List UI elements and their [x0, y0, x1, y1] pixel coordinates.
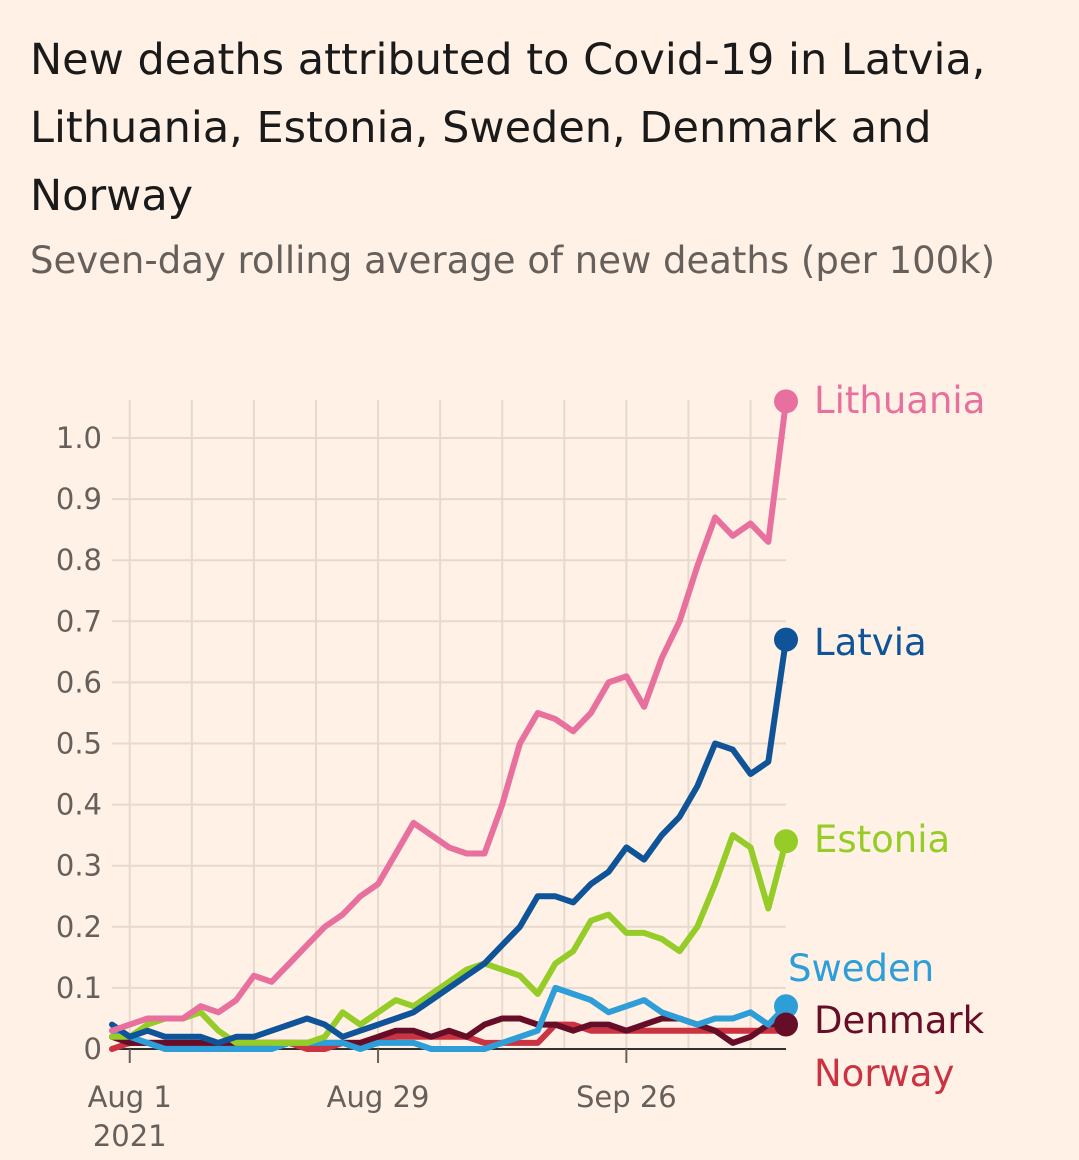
series-line-sweden: [109, 984, 789, 1052]
x-axis-ticks: Aug 1 2021 Aug 29 Sep 26: [88, 1049, 677, 1153]
y-tick-label: 0.9: [56, 482, 102, 516]
y-tick-label: 0: [84, 1032, 102, 1066]
end-dot-denmark: [774, 1012, 798, 1037]
end-dot-lithuania: [774, 389, 798, 414]
chart-title: New deaths attributed to Covid-19 in Lat…: [30, 35, 986, 221]
y-tick-label: 0.5: [56, 727, 102, 761]
x-tick-label: Aug 29: [327, 1080, 430, 1114]
y-tick-label: 0.7: [56, 604, 102, 638]
series-lines: [109, 398, 789, 1052]
y-tick-label: 0.1: [56, 971, 102, 1005]
x-tick-sublabel: 2021: [93, 1119, 167, 1153]
x-tick-label: Sep 26: [576, 1080, 677, 1114]
series-label-estonia: Estonia: [814, 818, 950, 861]
end-dot-latvia: [774, 627, 798, 652]
y-tick-label: 0.2: [56, 910, 102, 944]
y-tick-label: 0.8: [56, 543, 102, 577]
series-line-lithuania: [109, 398, 789, 1034]
end-dot-estonia: [774, 829, 798, 854]
gridlines: [112, 400, 786, 1050]
series-line-latvia: [109, 636, 789, 1046]
y-tick-label: 0.6: [56, 665, 102, 699]
series-label-norway: Norway: [814, 1052, 954, 1095]
legend-labels: Lithuania Latvia Estonia Sweden Denmark Norwa…: [774, 379, 985, 1095]
series-line-estonia: [109, 832, 789, 1046]
y-tick-label: 0.3: [56, 849, 102, 883]
x-tick-label: Aug 1: [88, 1080, 172, 1114]
y-tick-label: 0.4: [56, 788, 102, 822]
chart-subtitle: Seven-day rolling average of new deaths …: [30, 239, 996, 282]
series-label-denmark: Denmark: [814, 999, 985, 1042]
y-axis-ticks: 0 0.1 0.2 0.3 0.4 0.5 0.6 0.7 0.8 0.9 1.0: [56, 421, 102, 1066]
end-dot-sweden: [774, 994, 798, 1019]
series-label-lithuania: Lithuania: [814, 379, 985, 422]
series-label-sweden: Sweden: [788, 947, 934, 990]
y-tick-label: 1.0: [56, 421, 102, 455]
series-label-latvia: Latvia: [814, 621, 927, 664]
